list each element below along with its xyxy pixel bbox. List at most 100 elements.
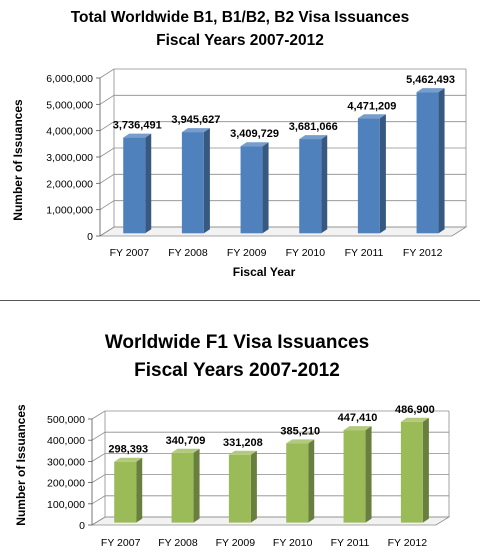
y-axis-title: Number of Issuances xyxy=(11,99,25,221)
bar xyxy=(343,426,372,523)
gridline xyxy=(99,173,466,184)
chart-subtitle: Fiscal Years 2007-2012 xyxy=(134,360,340,381)
bar xyxy=(228,450,257,523)
gridline xyxy=(99,147,466,158)
x-tick-label: FY 2012 xyxy=(388,537,428,549)
chart-title: Worldwide F1 Visa Issuances xyxy=(105,332,369,353)
x-tick-label: FY 2008 xyxy=(158,537,198,549)
chart-panel-b-visas: Total Worldwide B1, B1/B2, B2 Visa Issua… xyxy=(11,9,468,279)
y-tick-label: 5,000,000 xyxy=(46,99,93,111)
x-tick-label: FY 2008 xyxy=(168,247,208,259)
y-tick-label: 100,000 xyxy=(47,499,85,511)
x-tick-label: FY 2010 xyxy=(286,247,326,259)
floor xyxy=(90,516,451,526)
bar-side xyxy=(365,426,372,523)
data-label: 3,681,066 xyxy=(289,121,338,133)
y-tick-label: 0 xyxy=(87,231,93,243)
gridline xyxy=(91,452,449,462)
bar-front xyxy=(416,92,439,234)
gridline xyxy=(99,94,466,105)
bar-side xyxy=(203,128,210,234)
data-label: 3,736,491 xyxy=(113,120,162,132)
bar-top xyxy=(400,417,429,422)
gridline xyxy=(91,495,449,505)
bar-front xyxy=(171,452,194,523)
data-label: 447,410 xyxy=(338,412,378,424)
bar xyxy=(171,448,200,523)
bar-front xyxy=(343,430,366,523)
y-axis-title: Number of Issuances xyxy=(14,404,28,526)
y-tick-label: 2,000,000 xyxy=(46,178,93,190)
bar-top xyxy=(228,450,257,455)
bar-front xyxy=(400,421,423,523)
bar xyxy=(181,128,210,234)
x-tick-label: FY 2012 xyxy=(403,247,443,259)
bar-top xyxy=(343,426,372,431)
bar-front xyxy=(240,146,263,234)
floor xyxy=(98,226,468,237)
x-tick-label: FY 2009 xyxy=(227,247,267,259)
bar xyxy=(240,142,269,234)
data-label: 3,945,627 xyxy=(171,114,220,126)
x-tick-label: FY 2007 xyxy=(110,247,150,259)
data-label: 340,709 xyxy=(166,435,206,447)
gridline xyxy=(91,474,449,483)
bar-front xyxy=(181,132,204,234)
chart-title: Total Worldwide B1, B1/B2, B2 Visa Issua… xyxy=(71,9,410,26)
bar-side xyxy=(193,448,200,523)
bar xyxy=(114,457,143,523)
bar xyxy=(299,135,328,234)
y-tick-label: 200,000 xyxy=(47,478,85,490)
bar-top xyxy=(114,457,143,462)
y-tick-label: 4,000,000 xyxy=(46,126,93,138)
bar xyxy=(123,133,152,234)
plot-area: 0 100,000 200,000 300,000 400,000 500,000 298,… xyxy=(47,404,451,549)
panel-divider xyxy=(0,300,480,301)
x-tick-label: FY 2011 xyxy=(345,247,384,259)
bar xyxy=(416,88,445,234)
bar-side xyxy=(250,450,257,523)
bar-side xyxy=(321,135,328,234)
data-label: 3,409,729 xyxy=(230,128,279,140)
x-tick-label: FY 2007 xyxy=(101,537,141,549)
bar-side xyxy=(438,88,445,234)
bar-top xyxy=(171,448,200,453)
data-label: 385,210 xyxy=(280,425,320,437)
gridline xyxy=(99,121,466,132)
bar-front xyxy=(357,118,380,234)
gridline xyxy=(91,431,449,441)
bar-front xyxy=(299,139,322,234)
y-tick-label: 1,000,000 xyxy=(46,205,93,217)
bar-top xyxy=(240,142,269,147)
gridline xyxy=(99,200,466,211)
x-tick-label: FY 2011 xyxy=(331,537,370,549)
chart-panel-f1-visas: Worldwide F1 Visa Issuances Fiscal Years… xyxy=(0,318,480,556)
bar-side xyxy=(379,114,386,234)
plot-area: 0 1,000,000 2,000,000 3,000,000 4,000,000 5,0… xyxy=(46,68,468,259)
y-tick-label: 0 xyxy=(79,520,85,532)
x-tick-label: FY 2010 xyxy=(273,537,313,549)
y-tick-label: 3,000,000 xyxy=(46,152,93,164)
data-label: 486,900 xyxy=(395,404,435,416)
bar-front xyxy=(228,454,251,523)
bar-side xyxy=(308,439,315,523)
bar-top xyxy=(181,128,210,133)
x-tick-label: FY 2009 xyxy=(216,537,256,549)
data-label: 331,208 xyxy=(223,437,263,449)
data-label: 4,471,209 xyxy=(347,100,396,112)
bar-front xyxy=(114,461,137,523)
bar-top xyxy=(357,114,386,119)
gridline xyxy=(91,516,449,526)
bar-side xyxy=(145,133,152,234)
y-tick-label: 300,000 xyxy=(47,456,85,468)
bar-side xyxy=(136,457,143,523)
bar-top xyxy=(299,135,328,140)
bar-front xyxy=(286,443,309,523)
x-axis-title: Fiscal Year xyxy=(233,265,296,279)
y-tick-label: 500,000 xyxy=(47,414,85,426)
bar-front xyxy=(123,137,146,234)
chart-subtitle: Fiscal Years 2007-2012 xyxy=(156,32,324,49)
bar-top xyxy=(286,439,315,444)
bar-side xyxy=(422,417,429,523)
bar-side xyxy=(262,142,269,234)
